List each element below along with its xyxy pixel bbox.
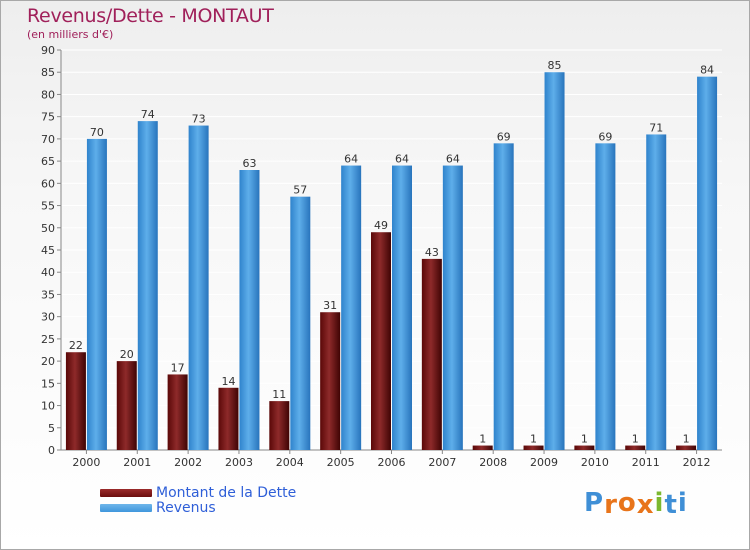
y-tick-label: 30 <box>41 311 55 324</box>
y-tick-label: 80 <box>41 88 55 101</box>
data-label-debt: 43 <box>425 246 439 259</box>
bar-debt <box>167 374 188 450</box>
y-tick-label: 10 <box>41 400 55 413</box>
data-label-debt: 14 <box>221 375 235 388</box>
brand-letter: i <box>654 488 665 518</box>
y-tick-label: 0 <box>48 444 55 457</box>
data-label-revenue: 64 <box>446 153 460 166</box>
bar-debt <box>218 387 239 450</box>
bar-debt <box>676 445 697 450</box>
y-tick-label: 20 <box>41 355 55 368</box>
data-label-debt: 31 <box>323 299 337 312</box>
bar-debt <box>574 445 595 450</box>
y-tick-label: 5 <box>48 422 55 435</box>
data-label-revenue: 64 <box>395 153 409 166</box>
y-tick-label: 75 <box>41 111 55 124</box>
brand-logo: Proxiti <box>584 488 688 520</box>
y-tick-label: 90 <box>41 44 55 57</box>
x-tick-label: 2007 <box>428 456 456 469</box>
bar-revenue <box>290 196 311 450</box>
x-tick-label: 2003 <box>225 456 253 469</box>
bar-revenue <box>86 138 107 450</box>
bar-revenue <box>544 72 565 450</box>
brand-letter: x <box>636 490 655 520</box>
data-label-revenue: 57 <box>293 184 307 197</box>
y-tick-label: 15 <box>41 377 55 390</box>
bar-debt <box>65 352 86 450</box>
y-tick-label: 35 <box>41 288 55 301</box>
bar-debt <box>421 258 442 450</box>
x-tick-label: 2001 <box>123 456 151 469</box>
y-tick-label: 40 <box>41 266 55 279</box>
data-label-debt: 1 <box>530 433 537 446</box>
bar-revenue <box>646 134 667 450</box>
y-tick-label: 45 <box>41 244 55 257</box>
y-tick-label: 60 <box>41 177 55 190</box>
brand-letter: i <box>677 488 688 518</box>
bar-revenue <box>442 165 463 451</box>
bar-debt <box>472 445 493 450</box>
data-label-revenue: 63 <box>242 157 256 170</box>
x-tick-label: 2012 <box>683 456 711 469</box>
data-label-debt: 11 <box>272 388 286 401</box>
bar-revenue <box>341 165 362 451</box>
data-label-debt: 1 <box>632 433 639 446</box>
x-tick-label: 2010 <box>581 456 609 469</box>
x-tick-label: 2006 <box>378 456 406 469</box>
data-label-revenue: 69 <box>598 130 612 143</box>
bar-revenue <box>239 170 260 450</box>
legend-swatch-revenue <box>100 504 152 512</box>
bar-revenue <box>595 143 616 451</box>
legend-label-debt: Montant de la Dette <box>156 485 297 501</box>
brand-letter: o <box>617 488 637 518</box>
y-tick-label: 50 <box>41 222 55 235</box>
chart-title: Revenus/Dette - MONTAUT <box>27 5 274 27</box>
y-tick-label: 25 <box>41 333 55 346</box>
data-label-revenue: 84 <box>700 64 714 77</box>
bar-debt <box>116 361 137 450</box>
brand-letter: r <box>604 490 618 520</box>
x-tick-label: 2002 <box>174 456 202 469</box>
chart-subtitle: (en milliers d'€) <box>27 28 114 41</box>
bar-debt <box>269 401 290 450</box>
bar-revenue <box>392 165 412 451</box>
bar-revenue <box>188 125 209 451</box>
bar-debt <box>371 232 391 450</box>
brand-letter: P <box>584 488 605 518</box>
y-tick-label: 65 <box>41 155 55 168</box>
x-tick-label: 2009 <box>530 456 558 469</box>
data-label-debt: 22 <box>69 339 83 352</box>
data-label-revenue: 71 <box>649 121 663 134</box>
x-tick-label: 2008 <box>479 456 507 469</box>
x-tick-label: 2000 <box>72 456 100 469</box>
data-label-revenue: 64 <box>344 153 358 166</box>
x-tick-label: 2005 <box>327 456 355 469</box>
data-label-debt: 17 <box>171 361 185 374</box>
x-tick-label: 2011 <box>632 456 660 469</box>
data-label-debt: 1 <box>683 433 690 446</box>
data-label-revenue: 85 <box>548 59 562 72</box>
data-label-debt: 20 <box>120 348 134 361</box>
bar-revenue <box>137 121 158 450</box>
legend-label-revenue: Revenus <box>156 500 216 516</box>
x-tick-label: 2004 <box>276 456 304 469</box>
data-label-revenue: 74 <box>141 108 155 121</box>
bar-revenue <box>493 143 514 451</box>
legend-swatch-debt <box>100 489 152 497</box>
data-label-revenue: 69 <box>497 130 511 143</box>
data-label-debt: 49 <box>374 219 388 232</box>
data-label-debt: 1 <box>581 433 588 446</box>
y-tick-label: 70 <box>41 133 55 146</box>
bar-debt <box>523 445 544 450</box>
bar-debt <box>625 445 646 450</box>
y-tick-label: 85 <box>41 66 55 79</box>
data-label-debt: 1 <box>479 433 486 446</box>
y-tick-label: 55 <box>41 200 55 213</box>
bar-revenue <box>697 76 718 451</box>
data-label-revenue: 70 <box>90 126 104 139</box>
data-label-revenue: 73 <box>192 113 206 126</box>
bar-debt <box>320 312 341 450</box>
brand-letter: t <box>664 490 678 520</box>
